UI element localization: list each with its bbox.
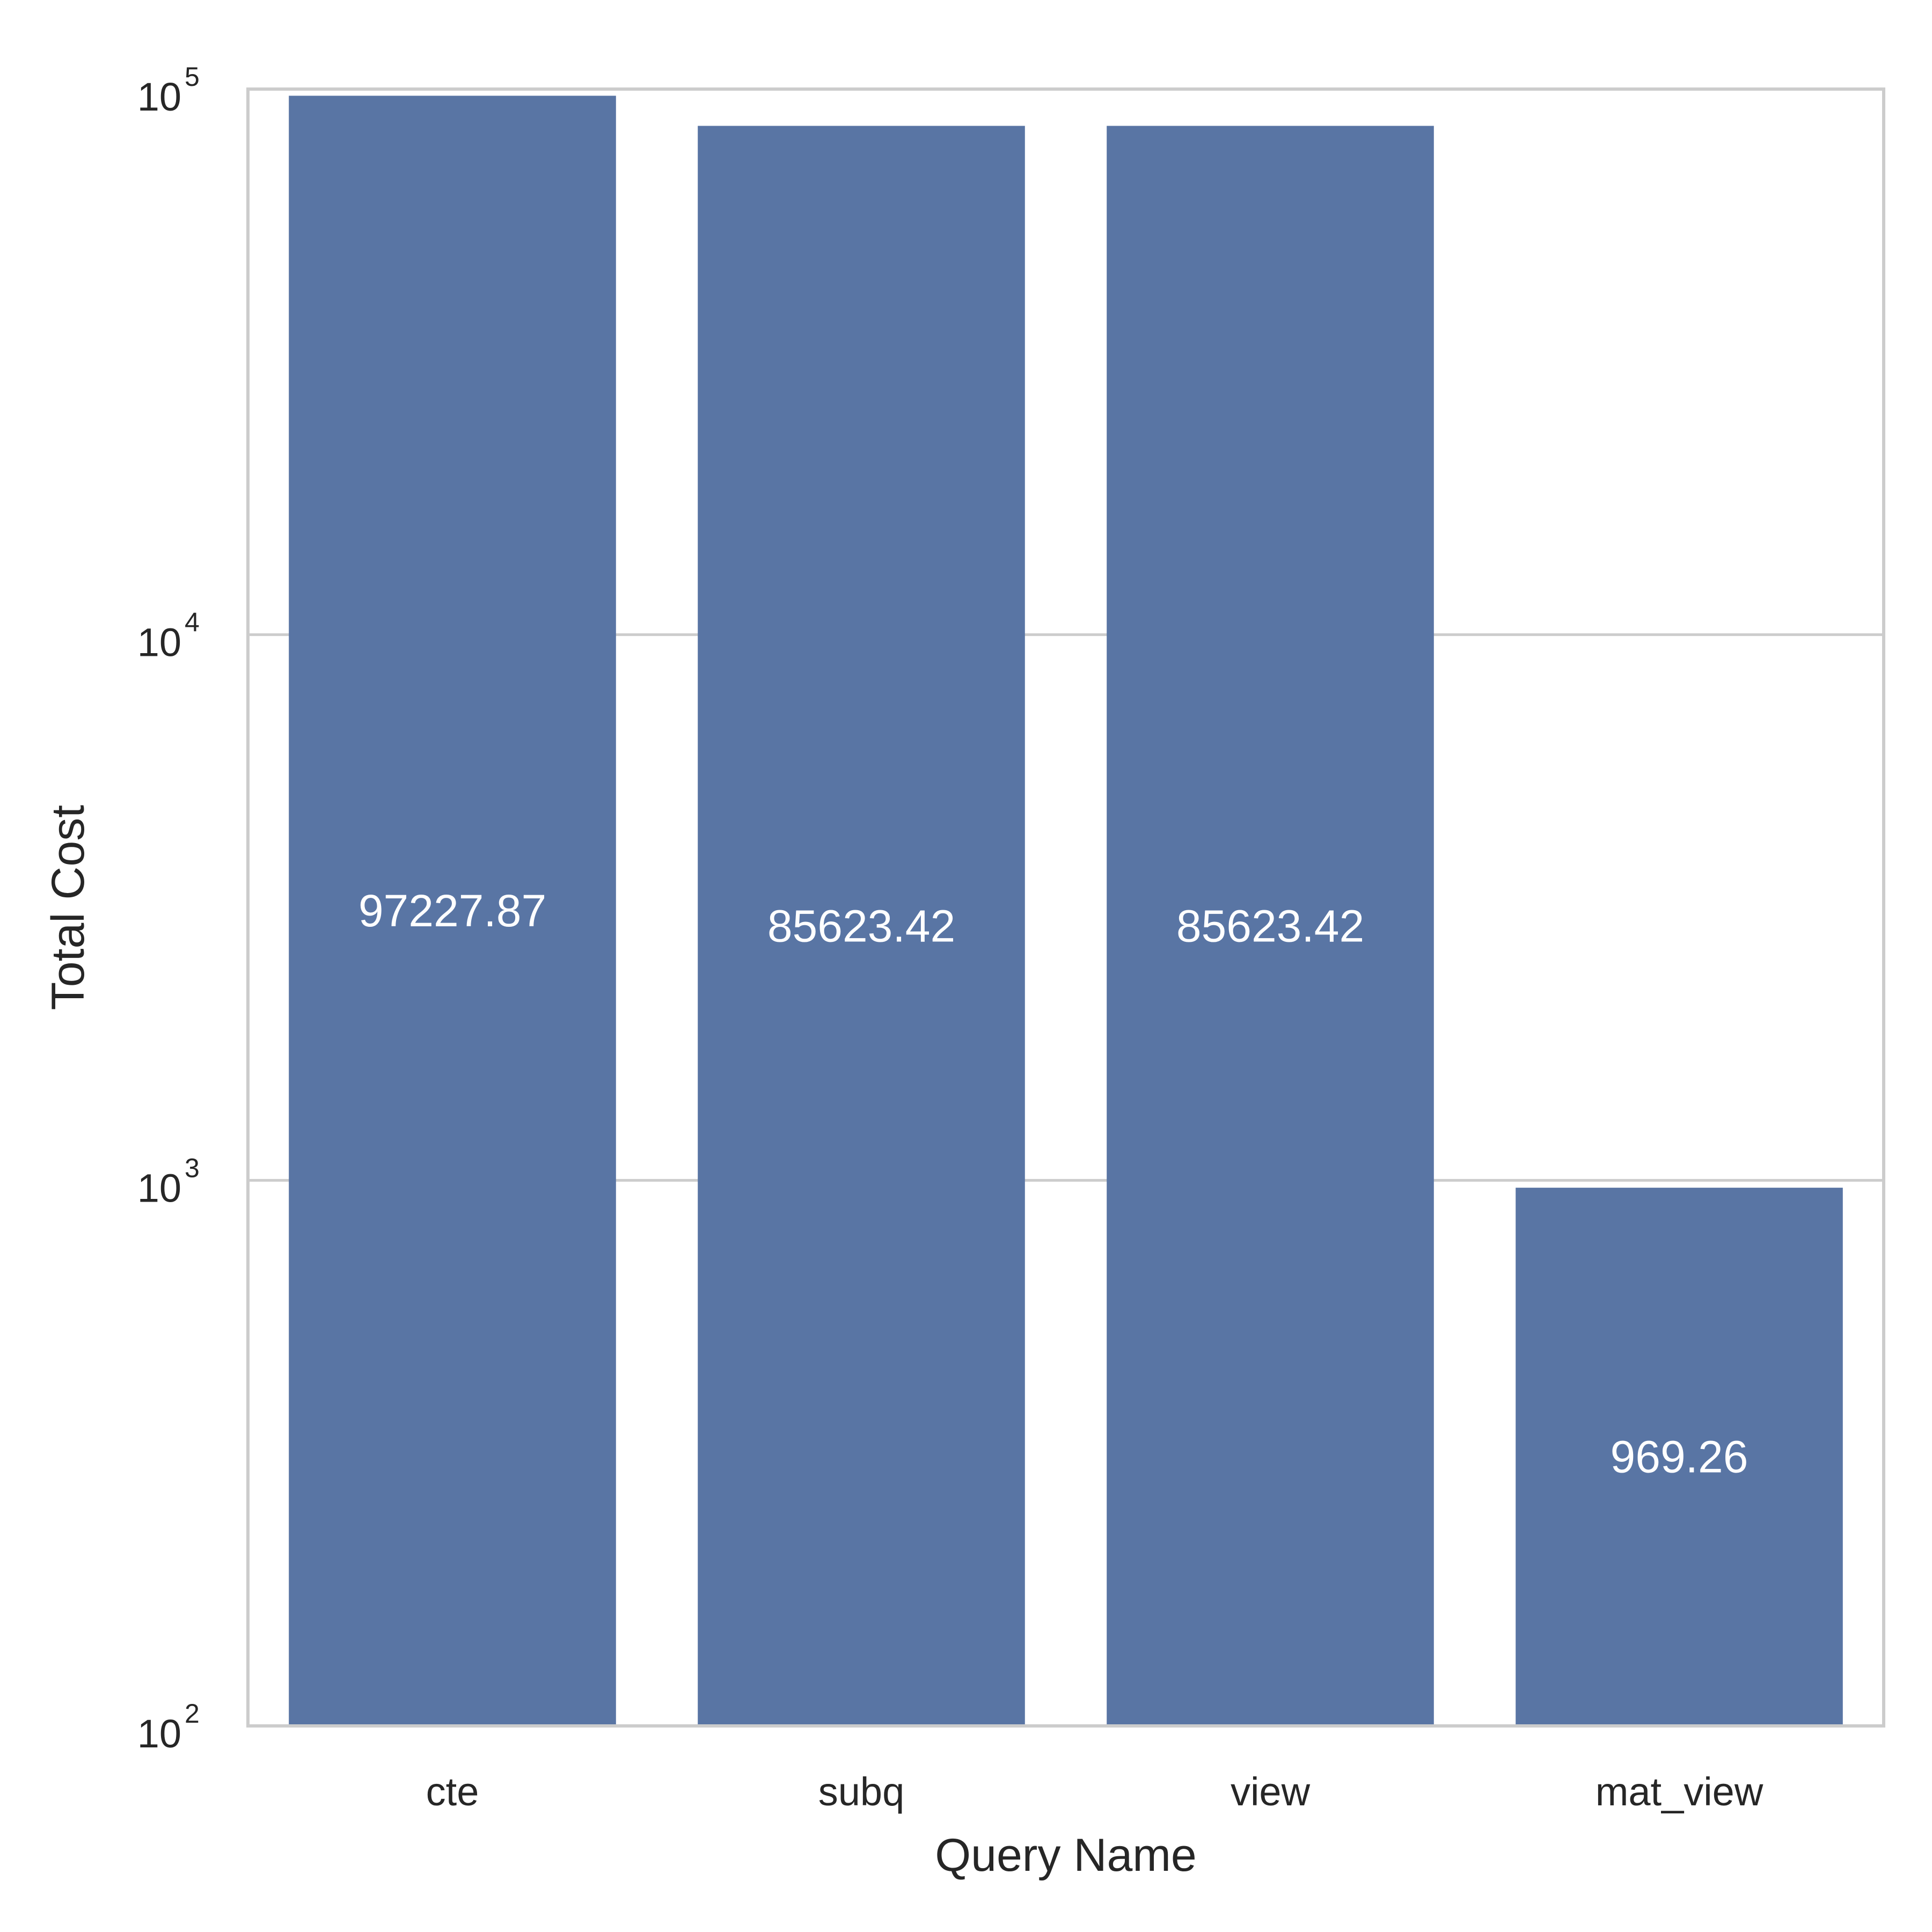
bar-value-label-subq: 85623.42 bbox=[767, 901, 955, 951]
bar-value-label-mat_view: 969.26 bbox=[1611, 1432, 1748, 1482]
bar-value-label-cte: 97227.87 bbox=[358, 885, 546, 936]
bar-value-labels: 97227.87 85623.42 85623.42 969.26 bbox=[358, 885, 1748, 1482]
bar-view bbox=[1107, 126, 1434, 1726]
bar-mat_view bbox=[1516, 1188, 1843, 1726]
plot-frame bbox=[246, 87, 1885, 1728]
x-axis-label: Query Name bbox=[935, 1829, 1197, 1881]
x-tick-label-subq: subq bbox=[818, 1769, 904, 1814]
y-tick-label-base: 10 bbox=[137, 620, 181, 665]
y-tick-2: 10 4 bbox=[137, 608, 200, 665]
y-tick-label-exponent: 4 bbox=[185, 608, 200, 638]
y-axis-label: Total Cost bbox=[42, 805, 94, 1010]
x-axis-ticks: cte subq view mat_view bbox=[426, 1769, 1763, 1814]
y-tick-1: 10 3 bbox=[137, 1153, 200, 1210]
bar-cte bbox=[289, 96, 616, 1726]
y-tick-3: 10 5 bbox=[137, 62, 200, 119]
y-tick-label-exponent: 2 bbox=[185, 1699, 200, 1729]
y-tick-label-base: 10 bbox=[137, 1166, 181, 1210]
y-tick-label-exponent: 3 bbox=[185, 1153, 200, 1183]
x-tick-label-mat_view: mat_view bbox=[1596, 1769, 1763, 1814]
y-tick-label-exponent: 5 bbox=[185, 62, 200, 92]
y-tick-0: 10 2 bbox=[137, 1699, 200, 1756]
y-tick-label-base: 10 bbox=[137, 1711, 181, 1756]
y-tick-label-base: 10 bbox=[137, 75, 181, 119]
bar-subq bbox=[698, 126, 1025, 1726]
x-tick-label-cte: cte bbox=[426, 1769, 479, 1814]
x-tick-label-view: view bbox=[1231, 1769, 1311, 1814]
bars bbox=[289, 96, 1843, 1726]
bar-value-label-view: 85623.42 bbox=[1176, 901, 1364, 951]
